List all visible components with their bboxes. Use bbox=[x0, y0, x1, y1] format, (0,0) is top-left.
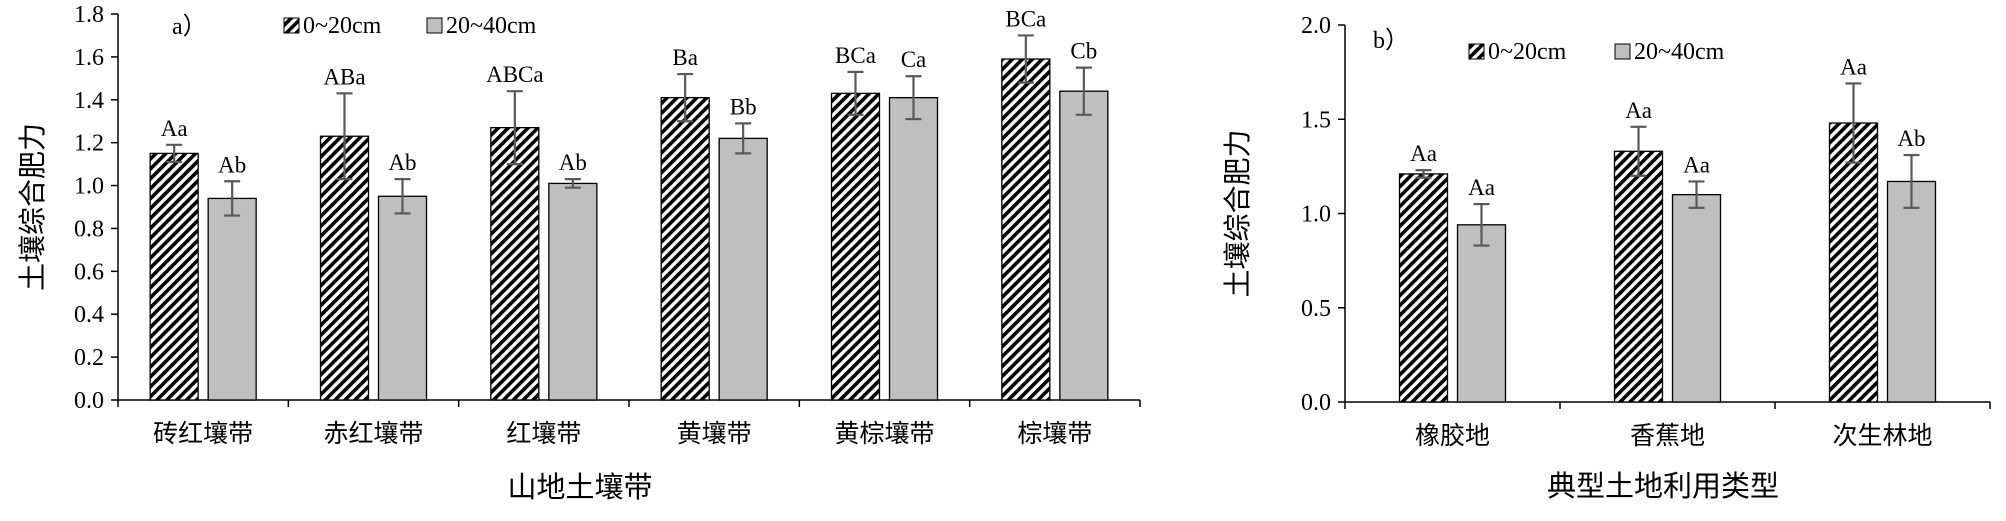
y-tick-label: 0.4 bbox=[74, 302, 104, 328]
significance-label: Aa bbox=[1840, 54, 1867, 79]
y-axis-title: 土壤综合肥力 bbox=[1222, 129, 1254, 297]
bar-20-40cm bbox=[377, 195, 428, 401]
x-tick-label: 次生林地 bbox=[1832, 422, 1932, 450]
y-tick-label: 1.0 bbox=[74, 174, 104, 200]
bar-0-20cm bbox=[1398, 173, 1449, 403]
significance-label: ABa bbox=[323, 64, 365, 89]
y-tick-label: 0.2 bbox=[74, 345, 104, 371]
significance-label: Ab bbox=[559, 150, 587, 175]
significance-label: Ca bbox=[901, 47, 927, 72]
legend-swatch bbox=[426, 17, 443, 34]
y-tick-label: 0.6 bbox=[74, 259, 104, 285]
legend-swatch bbox=[1468, 43, 1485, 60]
x-axis-title: 典型土地利用类型 bbox=[1547, 470, 1779, 503]
y-tick-label: 0.8 bbox=[74, 216, 104, 242]
bar-20-40cm bbox=[1059, 90, 1109, 401]
y-tick-label: 1.8 bbox=[74, 2, 104, 28]
significance-label: BCa bbox=[835, 43, 876, 68]
bar-0-20cm bbox=[830, 92, 881, 401]
significance-label: Bb bbox=[730, 94, 757, 119]
panel-label: b） bbox=[1373, 28, 1409, 54]
chart-panel-b: 0.0 0.5 1.0 1.5 2.0 Aa Aa 橡胶地 Aa Aa 香蕉地 Aa Ab 次生林地 b） 0… bbox=[1222, 13, 1991, 503]
legend-swatch bbox=[1614, 43, 1631, 60]
legend-swatch bbox=[283, 17, 300, 34]
bar-0-20cm bbox=[490, 127, 540, 401]
y-tick-label: 1.0 bbox=[1301, 202, 1331, 228]
bar-0-20cm bbox=[1828, 122, 1879, 403]
bar-0-20cm bbox=[149, 152, 199, 401]
bar-0-20cm bbox=[660, 96, 710, 401]
panel-label: a） bbox=[172, 14, 207, 40]
y-tick-label: 0.5 bbox=[1301, 296, 1331, 322]
significance-label: Aa bbox=[1468, 175, 1495, 200]
x-tick-label: 黄壤带 bbox=[677, 420, 752, 448]
significance-label: Cb bbox=[1070, 39, 1097, 64]
significance-label: BCa bbox=[1005, 6, 1046, 31]
legend-label: 0~20cm bbox=[1488, 39, 1567, 65]
bar-20-40cm bbox=[1456, 224, 1507, 403]
significance-label: Ab bbox=[388, 150, 416, 175]
x-tick-label: 砖红壤带 bbox=[153, 420, 253, 448]
x-axis-title: 山地土壤带 bbox=[507, 471, 652, 504]
y-tick-label: 1.2 bbox=[74, 131, 104, 157]
significance-label: ABCa bbox=[486, 62, 544, 87]
bar-20-40cm bbox=[718, 137, 768, 401]
bar-20-40cm bbox=[888, 96, 939, 401]
legend-label: 20~40cm bbox=[446, 13, 537, 39]
bar-0-20cm bbox=[1613, 150, 1664, 403]
y-axis-title: 土壤综合肥力 bbox=[17, 123, 49, 291]
bar-20-40cm bbox=[1671, 193, 1722, 403]
x-tick-label: 棕壤带 bbox=[1017, 420, 1092, 448]
significance-label: Ba bbox=[672, 45, 698, 70]
y-tick-label: 1.5 bbox=[1301, 107, 1331, 133]
y-tick-label: 0.0 bbox=[1301, 390, 1331, 416]
y-tick-label: 1.4 bbox=[74, 88, 104, 114]
x-tick-label: 赤红壤带 bbox=[323, 420, 423, 448]
y-tick-label: 2.0 bbox=[1301, 13, 1331, 39]
significance-label: Aa bbox=[1625, 98, 1652, 123]
significance-label: Ab bbox=[218, 152, 246, 177]
significance-label: Ab bbox=[1897, 126, 1925, 151]
bar-20-40cm bbox=[548, 182, 598, 401]
significance-label: Aa bbox=[1410, 141, 1437, 166]
x-tick-label: 香蕉地 bbox=[1630, 422, 1705, 450]
x-tick-label: 红壤带 bbox=[506, 420, 581, 448]
y-tick-label: 1.6 bbox=[74, 45, 104, 71]
chart-panel-a: 0.0 0.2 0.4 0.6 0.8 1.0 1.2 1.4 1.6 1.8 Aa Ab 砖红壤带 AB… bbox=[17, 2, 1141, 504]
significance-label: Aa bbox=[1683, 152, 1710, 177]
bar-0-20cm bbox=[1001, 58, 1051, 401]
legend-label: 0~20cm bbox=[303, 13, 382, 39]
y-tick-label: 0.0 bbox=[74, 388, 104, 414]
x-tick-label: 橡胶地 bbox=[1415, 422, 1490, 450]
legend-label: 20~40cm bbox=[1634, 39, 1725, 65]
significance-label: Aa bbox=[161, 116, 188, 141]
bar-20-40cm bbox=[1886, 180, 1937, 403]
x-tick-label: 黄棕壤带 bbox=[834, 420, 934, 448]
bar-20-40cm bbox=[207, 197, 257, 401]
